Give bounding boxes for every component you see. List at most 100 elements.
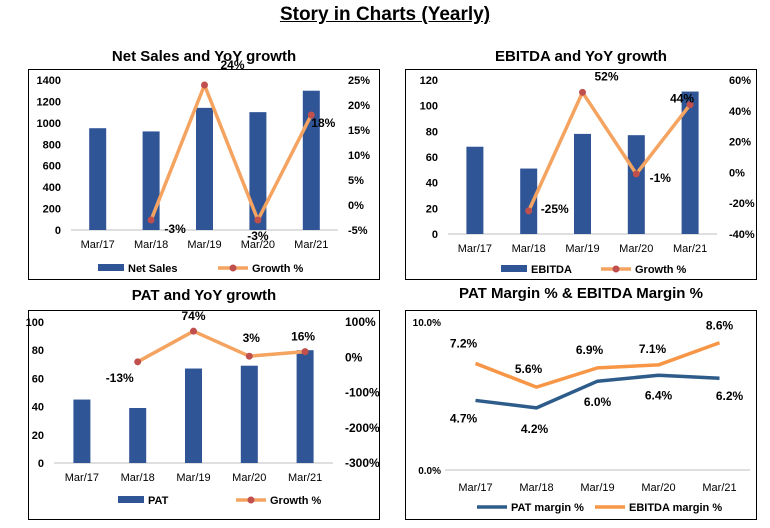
growth-data-label: 74% xyxy=(181,309,205,323)
y-left-tick-label: 40 xyxy=(32,402,44,414)
net-sales-chart-panel: Net Sales and YoY growth 0 200 400 600 800 10… xyxy=(28,48,380,280)
x-tick-label: Mar/21 xyxy=(673,243,707,255)
legend-bar-label: PAT xyxy=(148,495,169,507)
y-left-tick-label: 100 xyxy=(420,101,438,113)
bar xyxy=(574,133,591,234)
y-left-tick-label: 80 xyxy=(426,126,438,138)
ebitda-chart-panel: EBITDA and YoY growth 0 20 40 60 80 100 120 -40… xyxy=(405,48,757,280)
bar xyxy=(240,365,258,463)
growth-marker xyxy=(579,88,586,96)
growth-data-label: 16% xyxy=(291,330,315,344)
margin-data-label: 4.7% xyxy=(450,411,478,425)
growth-marker xyxy=(245,352,253,360)
margin-data-label: 6.9% xyxy=(576,343,604,357)
bar xyxy=(296,350,314,463)
pat-chart-panel: PAT and YoY growth 0 20 40 60 80 100 -300% -200… xyxy=(26,287,380,520)
bar xyxy=(89,128,107,230)
y-right-tick-label: -300% xyxy=(345,456,380,470)
legend-bar-label: Net Sales xyxy=(128,263,178,275)
x-tick-label: Mar/20 xyxy=(641,482,675,494)
growth-line xyxy=(136,329,306,364)
x-tick-label: Mar/18 xyxy=(121,472,155,484)
growth-data-label: 18% xyxy=(311,116,335,130)
y-right-tick-label: 20% xyxy=(348,100,370,112)
growth-data-label: 24% xyxy=(220,58,244,72)
y-right-tick-label: 10% xyxy=(348,150,370,162)
y-right-tick-label: -200% xyxy=(345,421,380,435)
y-left-tick-label: 20 xyxy=(426,203,438,215)
legend-line-marker xyxy=(247,496,255,504)
bar xyxy=(185,368,202,463)
y-right-tick-label: 0% xyxy=(729,167,745,179)
y-right-tick-label: 25% xyxy=(348,75,370,87)
x-tick-label: Mar/18 xyxy=(134,239,168,251)
x-tick-label: Mar/17 xyxy=(458,482,492,494)
margin-data-label: 7.2% xyxy=(450,336,478,350)
growth-data-label: 44% xyxy=(670,92,694,106)
y-right-tick-label: 5% xyxy=(348,175,364,187)
growth-line xyxy=(527,90,692,212)
y-left-tick-label: 40 xyxy=(426,178,438,190)
margin-chart-panel: PAT Margin % & EBITDA Margin % 0.0% 10.0%… xyxy=(405,285,757,520)
bar xyxy=(73,399,91,463)
y-left-tick-label: 200 xyxy=(43,204,61,216)
net-sales-chart-title: Net Sales and YoY growth xyxy=(111,48,297,65)
bar xyxy=(520,168,538,234)
legend-line-label: Growth % xyxy=(635,264,687,276)
bar xyxy=(129,408,147,463)
growth-data-label: -3% xyxy=(164,222,186,236)
x-tick-label: Mar/20 xyxy=(241,239,275,251)
y-left-tick-label: 120 xyxy=(420,75,438,87)
bar xyxy=(627,135,645,234)
growth-data-label: 3% xyxy=(243,331,261,345)
y-right-tick-label: 100% xyxy=(345,315,376,329)
x-tick-label: Mar/18 xyxy=(519,482,553,494)
y-left-tick-label: 400 xyxy=(43,182,61,194)
margin-data-label: 5.6% xyxy=(515,362,543,376)
pat-chart-title: PAT and YoY growth xyxy=(131,287,277,304)
bar xyxy=(196,107,213,230)
growth-marker xyxy=(686,101,694,109)
bar xyxy=(249,112,267,230)
legend-pat-label: PAT margin % xyxy=(511,502,584,514)
y-right-tick-label: 20% xyxy=(729,137,751,149)
bar xyxy=(142,131,160,230)
y-left-tick-label: 0 xyxy=(38,458,44,470)
y-right-tick-label: -40% xyxy=(729,229,755,241)
ebitda-chart-title: EBITDA and YoY growth xyxy=(495,48,667,65)
y-right-tick-label: -5% xyxy=(348,225,368,237)
growth-data-label: -25% xyxy=(541,202,569,216)
y-left-tick-label: 1400 xyxy=(37,75,61,87)
growth-marker xyxy=(632,170,640,178)
x-tick-label: Mar/20 xyxy=(232,472,266,484)
x-tick-label: Mar/17 xyxy=(81,239,115,251)
legend-line-label: Growth % xyxy=(270,495,322,507)
y-right-tick-label: 40% xyxy=(729,106,751,118)
x-tick-label: Mar/17 xyxy=(458,243,492,255)
y-left-tick-label: 80 xyxy=(32,345,44,357)
margin-data-label: 6.0% xyxy=(584,395,612,409)
growth-marker xyxy=(201,81,208,89)
growth-marker xyxy=(190,327,197,335)
y-left-tick-label: 100 xyxy=(26,317,44,329)
legend-bar-swatch xyxy=(501,265,527,272)
y-tick-label: 10.0% xyxy=(413,318,441,329)
margin-data-label: 7.1% xyxy=(639,342,667,356)
growth-marker xyxy=(134,358,142,366)
legend-line-label: Growth % xyxy=(252,263,304,275)
margin-chart-frame xyxy=(405,310,757,520)
y-right-tick-label: 60% xyxy=(729,75,751,87)
growth-data-label: 52% xyxy=(594,69,618,83)
x-tick-label: Mar/20 xyxy=(619,243,653,255)
x-tick-label: Mar/19 xyxy=(176,472,210,484)
pat-margin-line xyxy=(475,373,720,410)
net-sales-chart-frame xyxy=(28,69,380,280)
y-left-tick-label: 0 xyxy=(55,225,61,237)
y-left-tick-label: 1200 xyxy=(37,96,61,108)
y-left-tick-label: 20 xyxy=(32,430,44,442)
margin-data-label: 4.2% xyxy=(521,422,549,436)
y-right-tick-label: 0% xyxy=(348,200,364,212)
x-tick-label: Mar/19 xyxy=(565,243,599,255)
y-right-tick-label: 0% xyxy=(345,350,363,364)
y-left-tick-label: 1000 xyxy=(37,118,61,130)
